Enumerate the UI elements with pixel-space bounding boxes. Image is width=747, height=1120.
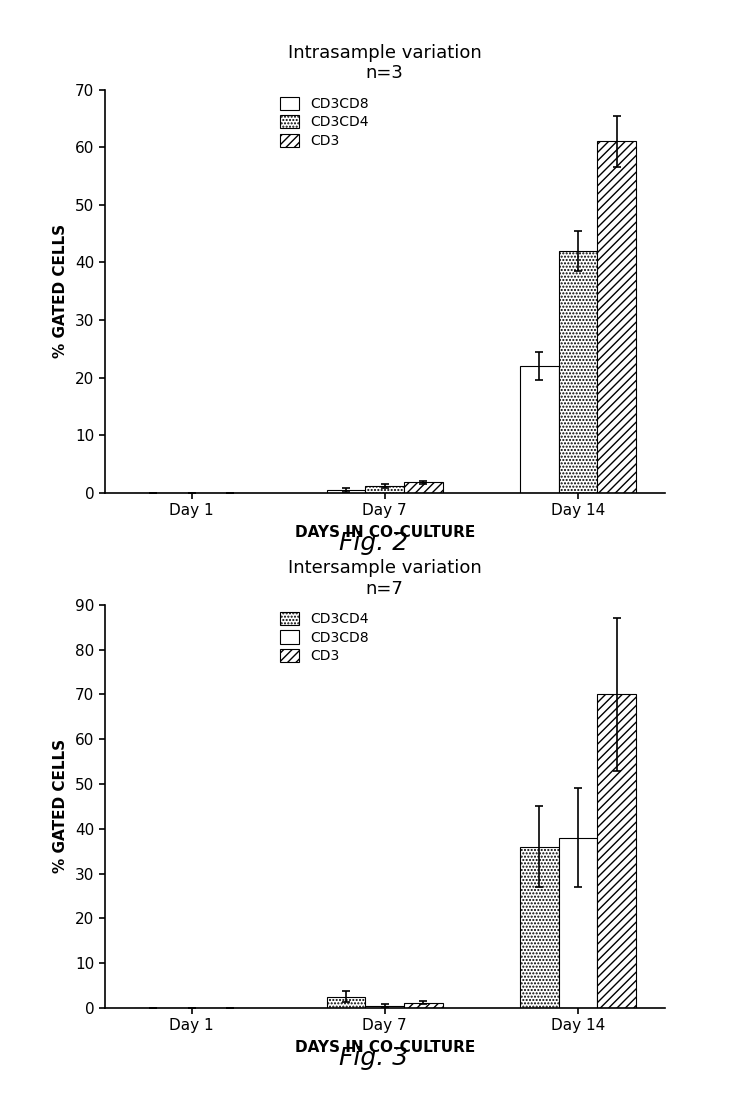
Bar	[404, 1002, 443, 1008]
Bar	[365, 1006, 404, 1008]
Bar	[597, 141, 636, 493]
Bar	[326, 997, 365, 1008]
Bar	[520, 847, 559, 1008]
Bar	[597, 694, 636, 1008]
X-axis label: DAYS IN CO-CULTURE: DAYS IN CO-CULTURE	[294, 1040, 475, 1055]
Title: Intrasample variation
n=3: Intrasample variation n=3	[288, 44, 482, 83]
Y-axis label: % GATED CELLS: % GATED CELLS	[53, 739, 68, 874]
Text: Fig. 3: Fig. 3	[339, 1046, 408, 1071]
Bar	[559, 251, 597, 493]
Bar	[559, 838, 597, 1008]
Legend: CD3CD8, CD3CD4, CD3: CD3CD8, CD3CD4, CD3	[279, 96, 369, 148]
X-axis label: DAYS IN CO-CULTURE: DAYS IN CO-CULTURE	[294, 525, 475, 540]
Bar	[520, 366, 559, 493]
Bar	[365, 486, 404, 493]
Text: Fig. 2: Fig. 2	[339, 531, 408, 556]
Y-axis label: % GATED CELLS: % GATED CELLS	[53, 224, 68, 358]
Bar	[326, 489, 365, 493]
Legend: CD3CD4, CD3CD8, CD3: CD3CD4, CD3CD8, CD3	[279, 612, 369, 663]
Title: Intersample variation
n=7: Intersample variation n=7	[288, 559, 482, 598]
Bar	[404, 483, 443, 493]
